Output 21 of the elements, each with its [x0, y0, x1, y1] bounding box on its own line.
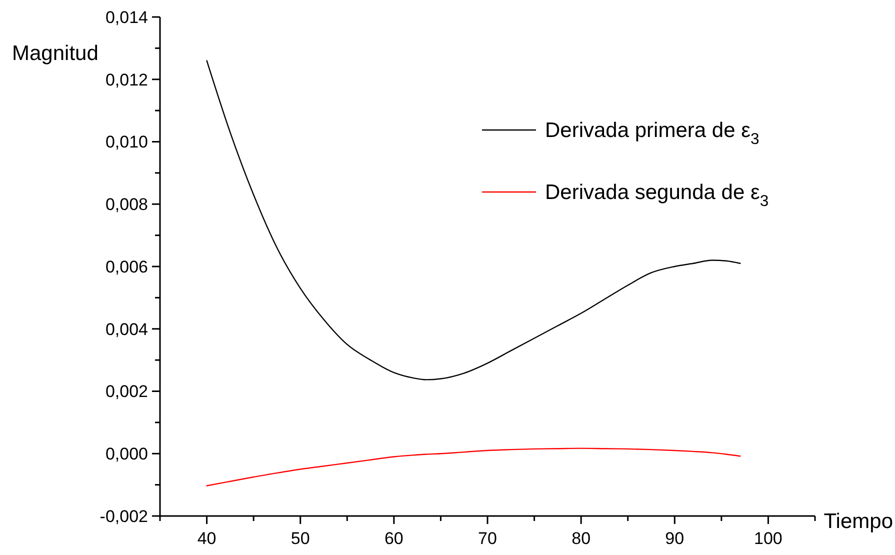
x-tick-label: 60 — [384, 529, 404, 548]
x-axis-title: Tiempo — [824, 510, 893, 533]
y-tick-label: 0,000 — [105, 444, 148, 464]
y-tick-label: 0,014 — [105, 8, 148, 27]
y-tick-label: 0,010 — [105, 132, 148, 152]
line-series — [206, 448, 741, 486]
x-tick-label: 100 — [754, 529, 782, 548]
x-tick-label: 50 — [290, 529, 310, 548]
y-axis-title: Magnitud — [12, 42, 98, 65]
x-tick-label: 70 — [478, 529, 497, 548]
y-tick-label: 0,006 — [105, 257, 148, 276]
legend-label: Derivada segunda de ε$_{3}$ — [545, 181, 769, 210]
y-tick-label: 0,008 — [105, 195, 148, 214]
y-tick-label: -0,002 — [100, 506, 148, 526]
x-tick-label: 40 — [197, 529, 216, 548]
y-tick-label: 0,002 — [105, 382, 148, 402]
legend-label: Derivada primera de ε$_{3}$ — [545, 119, 760, 148]
y-tick-label: 0,004 — [105, 320, 148, 339]
x-tick-label: 80 — [572, 529, 591, 548]
y-tick-label: 0,012 — [105, 70, 148, 90]
x-tick-label: 90 — [665, 529, 684, 548]
